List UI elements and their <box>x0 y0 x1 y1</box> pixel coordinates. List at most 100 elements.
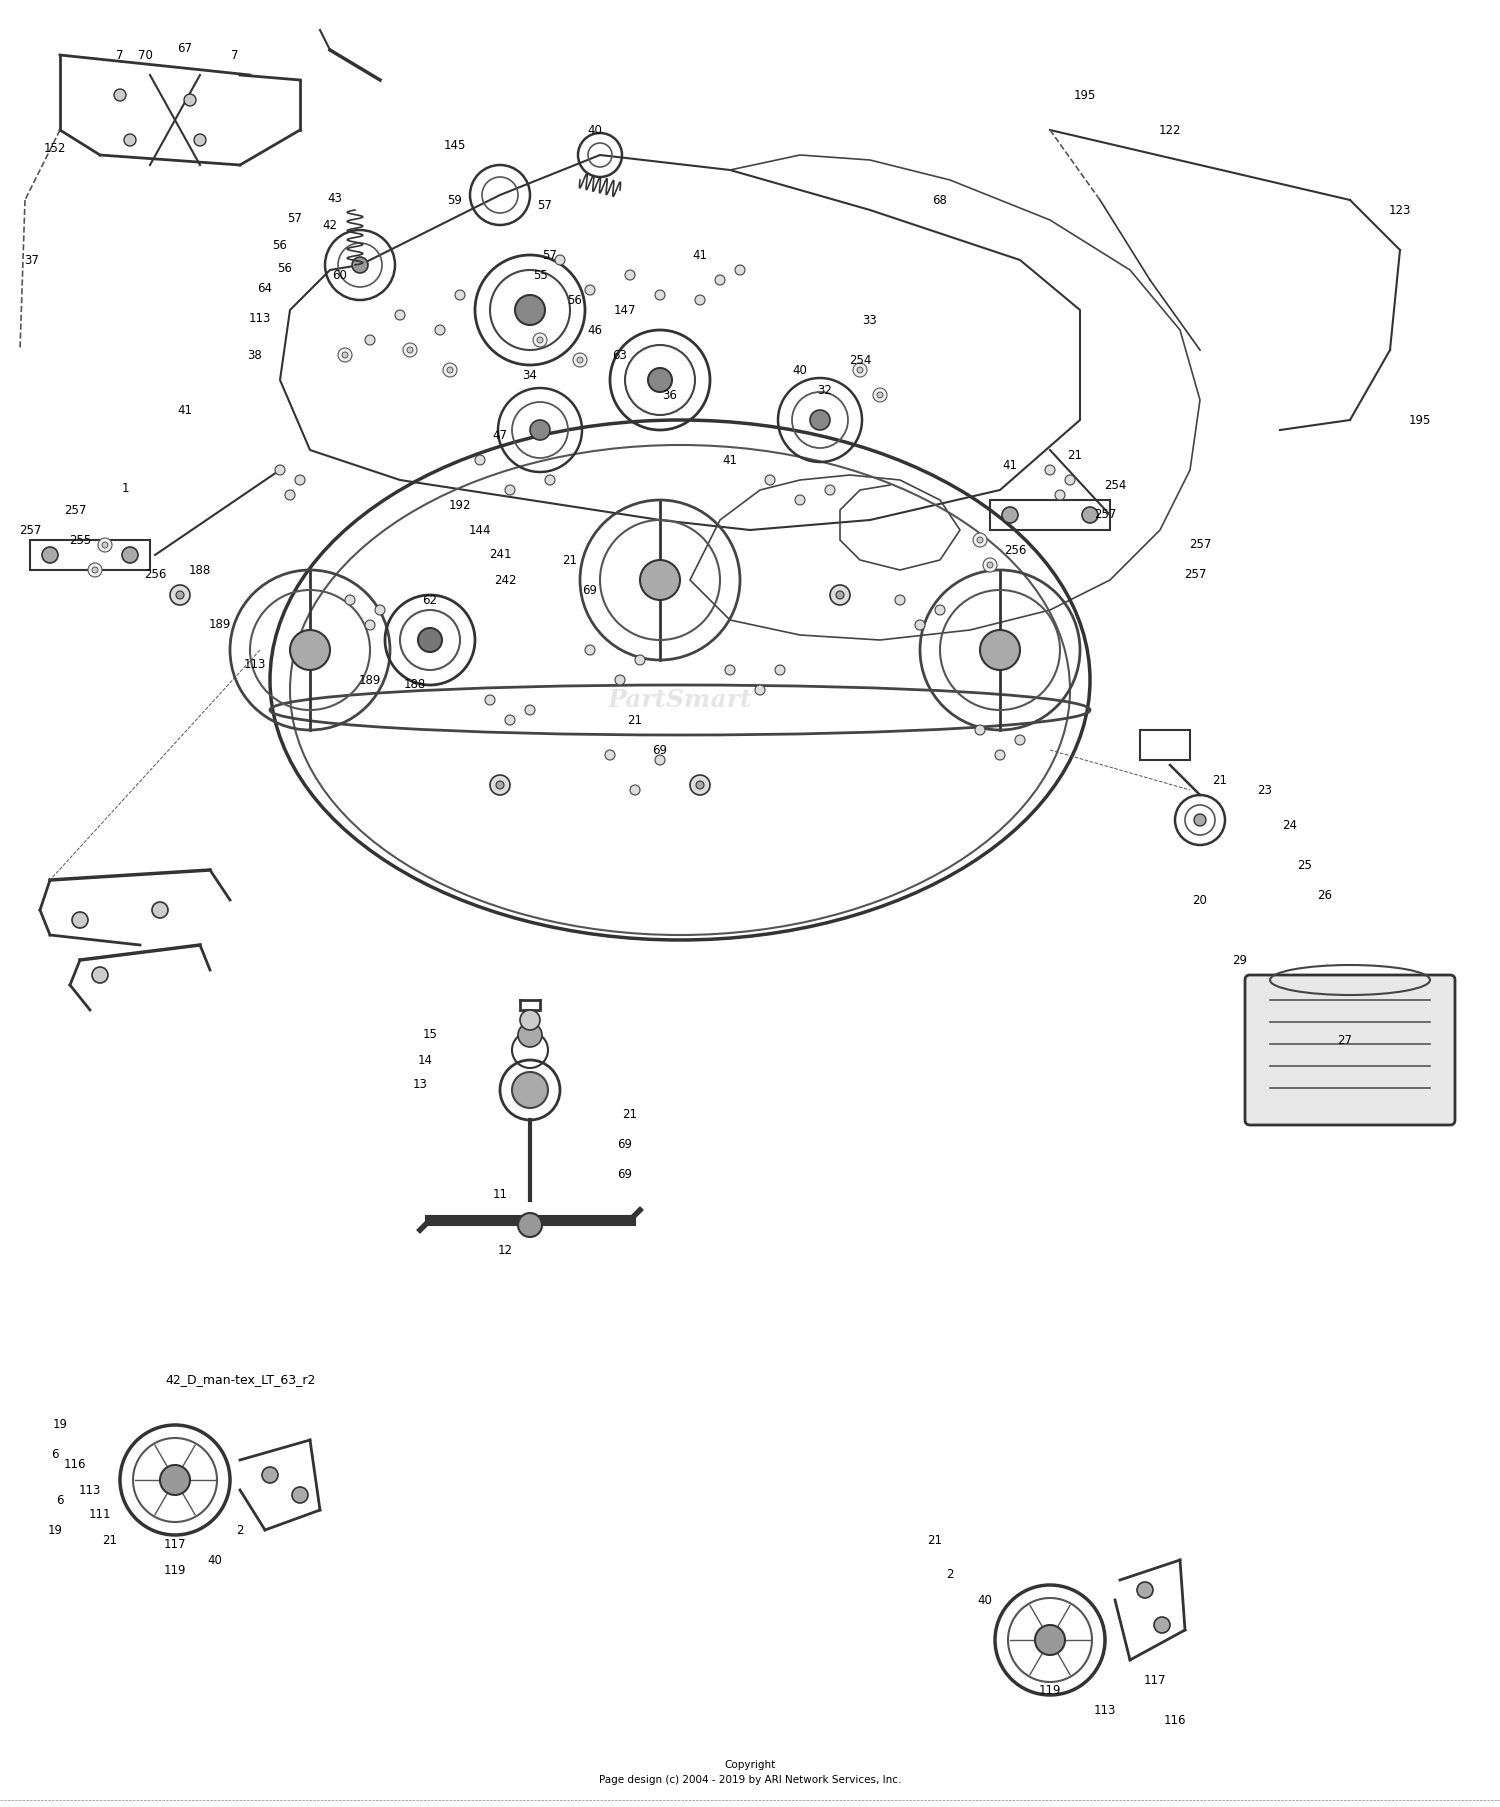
Text: 21: 21 <box>102 1534 117 1547</box>
Text: 1: 1 <box>122 481 129 495</box>
Circle shape <box>447 367 453 372</box>
Text: 69: 69 <box>618 1169 633 1182</box>
Circle shape <box>853 363 867 378</box>
Circle shape <box>537 336 543 343</box>
Circle shape <box>364 334 375 345</box>
Circle shape <box>830 585 850 605</box>
Text: 147: 147 <box>614 304 636 316</box>
Text: 257: 257 <box>20 524 40 537</box>
Circle shape <box>170 585 190 605</box>
Circle shape <box>776 665 784 676</box>
Circle shape <box>585 286 596 295</box>
Text: 20: 20 <box>1192 893 1208 907</box>
Circle shape <box>648 369 672 392</box>
Text: 111: 111 <box>88 1509 111 1521</box>
Circle shape <box>285 490 296 501</box>
Text: 46: 46 <box>588 323 603 336</box>
Text: 6: 6 <box>57 1494 63 1507</box>
Circle shape <box>896 595 904 605</box>
Bar <box>30 540 150 569</box>
Text: 21: 21 <box>927 1534 942 1547</box>
Circle shape <box>98 538 112 551</box>
Circle shape <box>262 1467 278 1484</box>
Text: 23: 23 <box>1257 784 1272 797</box>
Circle shape <box>1154 1617 1170 1634</box>
Text: 113: 113 <box>80 1484 100 1496</box>
Circle shape <box>934 605 945 614</box>
Circle shape <box>292 1487 308 1503</box>
Text: 189: 189 <box>209 618 231 631</box>
Circle shape <box>160 1465 190 1494</box>
Circle shape <box>152 902 168 918</box>
Text: 43: 43 <box>327 192 342 204</box>
Circle shape <box>496 781 504 790</box>
Text: 19: 19 <box>48 1523 63 1536</box>
Text: 14: 14 <box>417 1053 432 1066</box>
Circle shape <box>194 134 206 146</box>
Circle shape <box>274 464 285 475</box>
Circle shape <box>1082 508 1098 522</box>
Text: 55: 55 <box>532 269 548 282</box>
Text: 41: 41 <box>693 249 708 262</box>
Circle shape <box>795 495 806 504</box>
Circle shape <box>394 311 405 320</box>
Circle shape <box>122 548 138 564</box>
Circle shape <box>345 595 355 605</box>
Text: 144: 144 <box>468 524 492 537</box>
Circle shape <box>375 605 386 614</box>
Text: 257: 257 <box>64 504 86 517</box>
Text: 195: 195 <box>1408 414 1431 426</box>
Text: 257: 257 <box>1184 569 1206 582</box>
Text: 257: 257 <box>1094 508 1116 522</box>
Circle shape <box>88 564 102 576</box>
Circle shape <box>490 775 510 795</box>
Circle shape <box>573 352 586 367</box>
Text: 56: 56 <box>278 262 292 275</box>
Circle shape <box>338 349 352 361</box>
Text: 113: 113 <box>244 658 266 672</box>
Text: 32: 32 <box>818 383 833 396</box>
Circle shape <box>640 560 680 600</box>
Circle shape <box>124 134 136 146</box>
Text: Copyright: Copyright <box>724 1760 776 1771</box>
Circle shape <box>915 620 926 631</box>
Text: 145: 145 <box>444 139 466 152</box>
Circle shape <box>856 367 862 372</box>
Circle shape <box>514 295 544 325</box>
Text: 119: 119 <box>164 1563 186 1576</box>
Text: 36: 36 <box>663 389 678 401</box>
Text: 21: 21 <box>622 1108 638 1122</box>
Circle shape <box>1194 813 1206 826</box>
Circle shape <box>532 332 548 347</box>
Circle shape <box>72 913 88 929</box>
Circle shape <box>980 631 1020 670</box>
Circle shape <box>656 755 664 764</box>
Circle shape <box>92 967 108 983</box>
Text: 21: 21 <box>1212 773 1227 786</box>
Text: 119: 119 <box>1038 1684 1062 1697</box>
Circle shape <box>404 343 417 358</box>
Bar <box>990 501 1110 529</box>
Circle shape <box>825 484 836 495</box>
Circle shape <box>484 696 495 705</box>
Circle shape <box>975 725 986 735</box>
Circle shape <box>578 358 584 363</box>
Circle shape <box>1002 508 1019 522</box>
Circle shape <box>296 475 304 484</box>
Circle shape <box>724 665 735 676</box>
Text: 257: 257 <box>1190 538 1210 551</box>
Circle shape <box>1016 735 1025 744</box>
Text: 19: 19 <box>53 1418 68 1431</box>
Circle shape <box>476 455 484 464</box>
Circle shape <box>585 645 596 654</box>
Text: 13: 13 <box>413 1079 428 1091</box>
Circle shape <box>435 325 445 334</box>
Text: 117: 117 <box>1143 1673 1167 1686</box>
Text: 41: 41 <box>177 403 192 416</box>
Circle shape <box>810 410 830 430</box>
Circle shape <box>976 537 982 542</box>
Text: 241: 241 <box>489 549 512 562</box>
Circle shape <box>176 591 184 598</box>
Text: 38: 38 <box>248 349 262 361</box>
Circle shape <box>694 295 705 305</box>
